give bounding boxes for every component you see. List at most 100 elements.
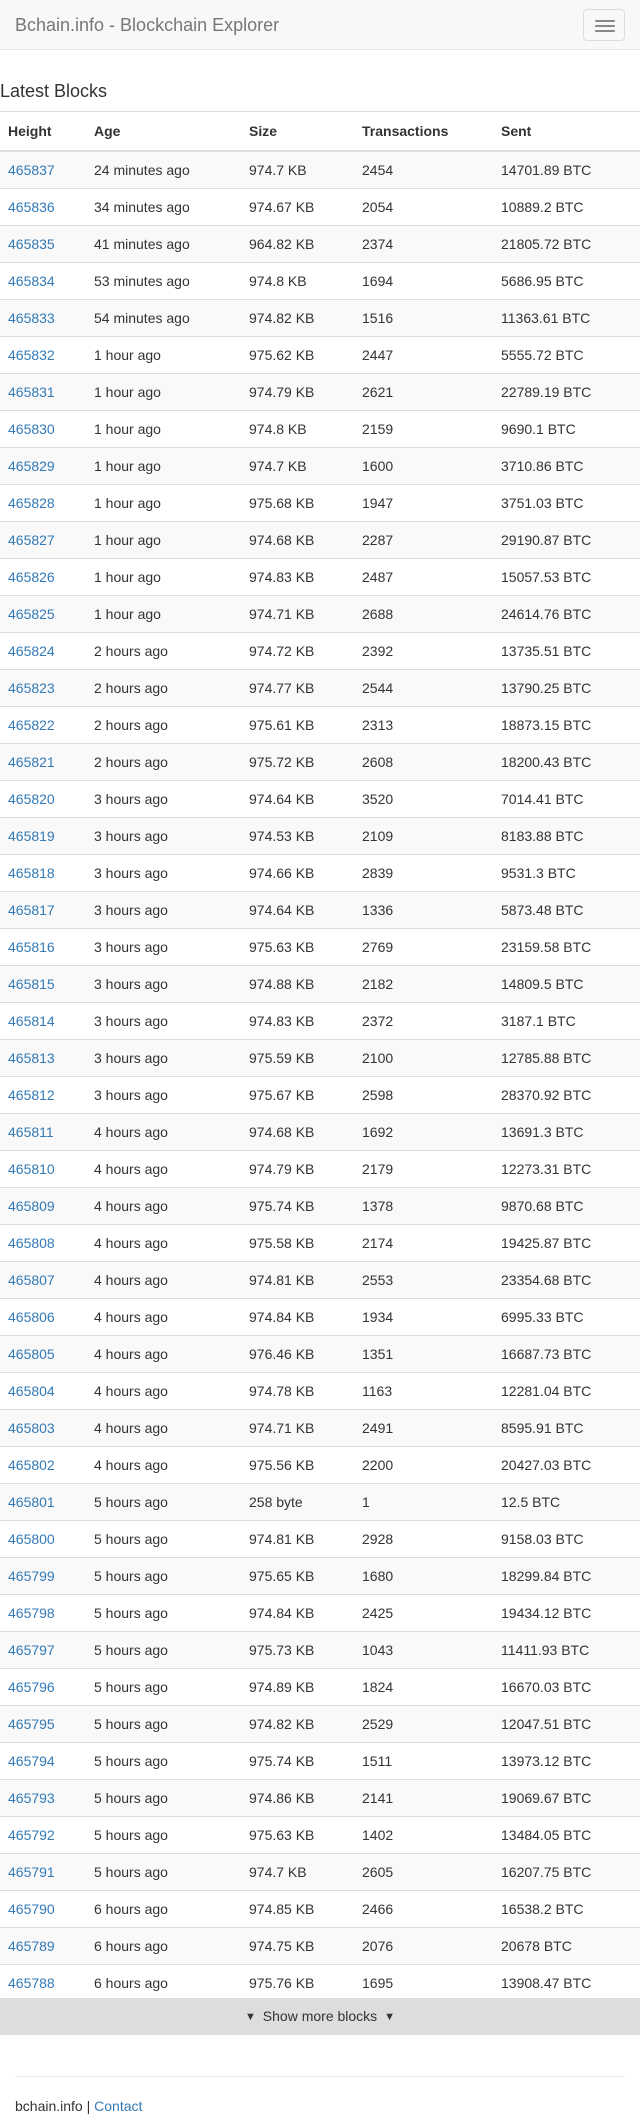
block-sent: 7014.41 BTC: [493, 780, 640, 818]
block-height-cell: 465832: [0, 336, 86, 374]
block-height-link[interactable]: 465800: [8, 1531, 55, 1547]
block-sent: 5555.72 BTC: [493, 336, 640, 374]
table-row: 465832 1 hour ago 975.62 KB 2447 5555.72 BTC: [0, 336, 640, 374]
block-height-link[interactable]: 465816: [8, 939, 55, 955]
block-height-link[interactable]: 465789: [8, 1938, 55, 1954]
block-height-link[interactable]: 465792: [8, 1827, 55, 1843]
block-height-cell: 465822: [0, 706, 86, 744]
block-height-link[interactable]: 465798: [8, 1605, 55, 1621]
block-height-link[interactable]: 465830: [8, 421, 55, 437]
table-row: 465827 1 hour ago 974.68 KB 2287 29190.87 BT…: [0, 521, 640, 559]
block-height-link[interactable]: 465821: [8, 754, 55, 770]
block-height-link[interactable]: 465817: [8, 902, 55, 918]
block-height-link[interactable]: 465791: [8, 1864, 55, 1880]
block-transactions: 3520: [354, 780, 493, 818]
block-age: 5 hours ago: [86, 1631, 241, 1669]
block-height-link[interactable]: 465824: [8, 643, 55, 659]
block-size: 974.7 KB: [241, 447, 354, 485]
block-height-link[interactable]: 465812: [8, 1087, 55, 1103]
block-height-link[interactable]: 465826: [8, 569, 55, 585]
table-row: 465812 3 hours ago 975.67 KB 2598 28370.92 B…: [0, 1076, 640, 1114]
block-height-link[interactable]: 465790: [8, 1901, 55, 1917]
block-height-cell: 465802: [0, 1446, 86, 1484]
block-transactions: 2553: [354, 1261, 493, 1299]
block-height-link[interactable]: 465837: [8, 162, 55, 178]
block-height-link[interactable]: 465822: [8, 717, 55, 733]
block-size: 975.73 KB: [241, 1631, 354, 1669]
block-height-cell: 465816: [0, 928, 86, 966]
block-height-link[interactable]: 465797: [8, 1642, 55, 1658]
block-height-link[interactable]: 465834: [8, 273, 55, 289]
block-height-link[interactable]: 465820: [8, 791, 55, 807]
block-height-link[interactable]: 465813: [8, 1050, 55, 1066]
block-height-link[interactable]: 465799: [8, 1568, 55, 1584]
block-transactions: 1680: [354, 1557, 493, 1595]
block-height-link[interactable]: 465795: [8, 1716, 55, 1732]
block-height-link[interactable]: 465819: [8, 828, 55, 844]
table-row: 465798 5 hours ago 974.84 KB 2425 19434.12 B…: [0, 1594, 640, 1632]
block-height-link[interactable]: 465833: [8, 310, 55, 326]
table-row: 465796 5 hours ago 974.89 KB 1824 16670.03 B…: [0, 1668, 640, 1706]
block-height-link[interactable]: 465794: [8, 1753, 55, 1769]
block-height-link[interactable]: 465806: [8, 1309, 55, 1325]
block-size: 974.71 KB: [241, 595, 354, 633]
block-height-cell: 465817: [0, 891, 86, 929]
block-height-cell: 465789: [0, 1927, 86, 1965]
block-size: 974.82 KB: [241, 1705, 354, 1743]
block-age: 3 hours ago: [86, 1039, 241, 1077]
block-height-link[interactable]: 465828: [8, 495, 55, 511]
block-height-cell: 465808: [0, 1224, 86, 1262]
block-transactions: 1511: [354, 1742, 493, 1780]
brand-link[interactable]: Bchain.info - Blockchain Explorer: [15, 15, 280, 35]
block-size: 974.83 KB: [241, 558, 354, 596]
block-transactions: 1824: [354, 1668, 493, 1706]
show-more-blocks-button[interactable]: ▼ Show more blocks ▼: [0, 1998, 640, 2035]
block-height-link[interactable]: 465831: [8, 384, 55, 400]
block-height-link[interactable]: 465832: [8, 347, 55, 363]
block-age: 3 hours ago: [86, 854, 241, 892]
block-height-cell: 465792: [0, 1816, 86, 1854]
table-row: 465834 53 minutes ago 974.8 KB 1694 5686.95 …: [0, 262, 640, 300]
table-row: 465829 1 hour ago 974.7 KB 1600 3710.86 BTC: [0, 447, 640, 485]
block-sent: 5873.48 BTC: [493, 891, 640, 929]
block-height-link[interactable]: 465836: [8, 199, 55, 215]
block-height-link[interactable]: 465829: [8, 458, 55, 474]
block-transactions: 2109: [354, 817, 493, 855]
block-height-link[interactable]: 465805: [8, 1346, 55, 1362]
block-sent: 24614.76 BTC: [493, 595, 640, 633]
menu-toggle-button[interactable]: [583, 9, 625, 41]
block-height-link[interactable]: 465818: [8, 865, 55, 881]
block-size: 975.62 KB: [241, 336, 354, 374]
block-size: 974.78 KB: [241, 1372, 354, 1410]
contact-link[interactable]: Contact: [94, 2098, 143, 2114]
block-height-link[interactable]: 465796: [8, 1679, 55, 1695]
table-row: 465837 24 minutes ago 974.7 KB 2454 14701.89…: [0, 150, 640, 189]
block-height-link[interactable]: 465823: [8, 680, 55, 696]
block-height-cell: 465809: [0, 1187, 86, 1225]
block-height-link[interactable]: 465814: [8, 1013, 55, 1029]
block-height-link[interactable]: 465835: [8, 236, 55, 252]
block-height-link[interactable]: 465801: [8, 1494, 55, 1510]
block-height-link[interactable]: 465827: [8, 532, 55, 548]
block-height-link[interactable]: 465808: [8, 1235, 55, 1251]
block-sent: 10889.2 BTC: [493, 188, 640, 226]
block-sent: 19434.12 BTC: [493, 1594, 640, 1632]
block-height-cell: 465807: [0, 1261, 86, 1299]
block-height-link[interactable]: 465802: [8, 1457, 55, 1473]
block-height-link[interactable]: 465804: [8, 1383, 55, 1399]
block-height-link[interactable]: 465788: [8, 1975, 55, 1991]
block-height-cell: 465806: [0, 1298, 86, 1336]
block-height-link[interactable]: 465811: [8, 1124, 54, 1140]
block-height-link[interactable]: 465793: [8, 1790, 55, 1806]
block-height-link[interactable]: 465809: [8, 1198, 55, 1214]
block-height-link[interactable]: 465810: [8, 1161, 55, 1177]
block-transactions: 2839: [354, 854, 493, 892]
block-height-link[interactable]: 465815: [8, 976, 55, 992]
block-height-cell: 465830: [0, 410, 86, 448]
block-size: 975.61 KB: [241, 706, 354, 744]
table-row: 465826 1 hour ago 974.83 KB 2487 15057.53 BT…: [0, 558, 640, 596]
block-height-cell: 465824: [0, 632, 86, 670]
block-height-link[interactable]: 465825: [8, 606, 55, 622]
block-height-link[interactable]: 465807: [8, 1272, 55, 1288]
block-height-link[interactable]: 465803: [8, 1420, 55, 1436]
